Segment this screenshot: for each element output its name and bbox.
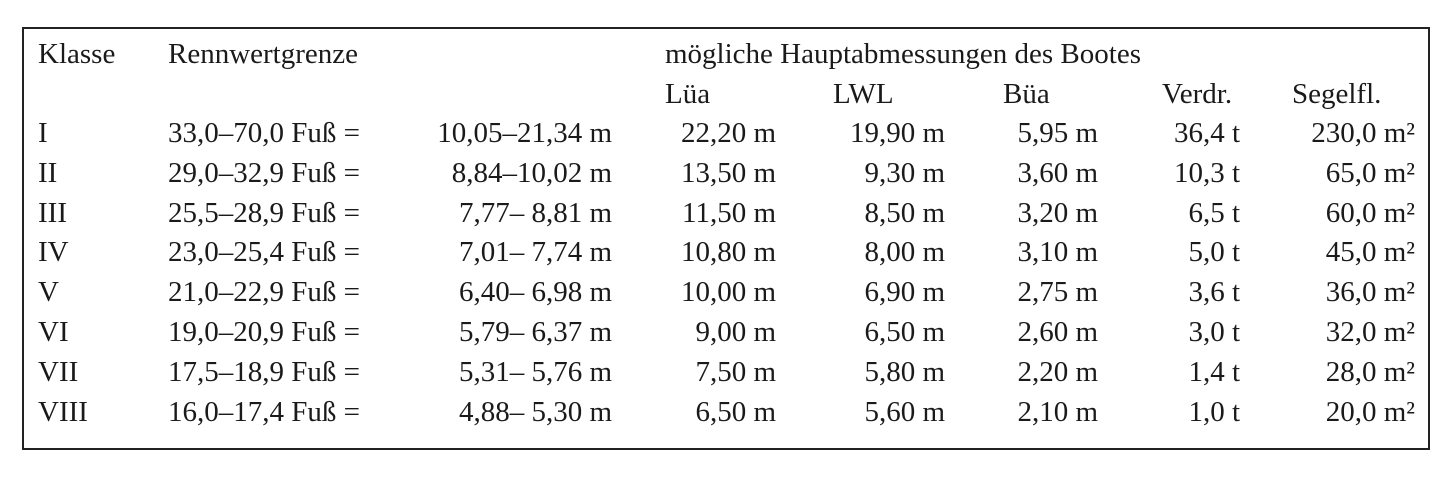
cell: 3,0 t <box>1188 316 1240 348</box>
cell: 20,0 m² <box>1325 395 1415 428</box>
cell: 65,0 m² <box>1325 156 1415 189</box>
header-cell: Rennwertgrenze <box>168 38 359 70</box>
cell: 1,4 t <box>1188 355 1240 388</box>
cell: 22,20 m <box>680 117 776 149</box>
subheader-cell: LWL <box>833 78 894 110</box>
subheader-cell: Lüa <box>665 78 711 110</box>
cell: 5,79– 6,37 m <box>458 316 612 348</box>
cell: 10,05–21,34 m <box>437 117 612 149</box>
header-cell: Klasse <box>38 38 116 70</box>
cell: 36,0 m² <box>1325 276 1415 309</box>
cell: 2,75 m <box>1017 276 1098 309</box>
cell: VII <box>38 355 79 388</box>
cell: 3,10 m <box>1017 236 1098 269</box>
cell: V <box>38 276 59 309</box>
cell: II <box>38 156 58 189</box>
cell: 29,0–32,9 Fuß = <box>168 156 360 189</box>
cell: 10,00 m <box>680 276 776 309</box>
cell: 23,0–25,4 Fuß = <box>168 236 360 269</box>
subheader-cell: Büa <box>1003 78 1050 110</box>
cell: 9,30 m <box>864 156 945 189</box>
cell: 3,6 t <box>1188 276 1240 309</box>
cell: 5,0 t <box>1188 236 1240 269</box>
cell: 60,0 m² <box>1325 196 1415 229</box>
cell: 13,50 m <box>680 156 776 189</box>
cell: 6,5 t <box>1188 196 1240 229</box>
cell: 3,60 m <box>1017 156 1098 189</box>
cell: 5,60 m <box>864 395 945 428</box>
cell: 6,50 m <box>864 316 945 348</box>
cell: 19,90 m <box>849 117 945 149</box>
cell: 6,90 m <box>864 276 945 309</box>
cell: 25,5–28,9 Fuß = <box>168 196 360 229</box>
cell: 10,3 t <box>1173 156 1240 189</box>
subheader-cell: Verdr. <box>1162 78 1233 110</box>
cell: 2,20 m <box>1017 355 1098 388</box>
cell: 5,80 m <box>864 355 945 388</box>
cell: 5,31– 5,76 m <box>458 355 612 388</box>
cell: 21,0–22,9 Fuß = <box>168 276 360 309</box>
cell: VI <box>38 316 69 348</box>
cell: I <box>38 117 48 149</box>
cell: 10,80 m <box>680 236 776 269</box>
cell: 32,0 m² <box>1325 316 1415 348</box>
table-border <box>22 27 1430 450</box>
cell: 3,20 m <box>1017 196 1098 229</box>
cell: 7,77– 8,81 m <box>458 196 612 229</box>
cell: 8,50 m <box>864 196 945 229</box>
cell: 230,0 m² <box>1311 117 1415 149</box>
cell: 16,0–17,4 Fuß = <box>168 395 360 428</box>
cell: 1,0 t <box>1188 395 1240 428</box>
cell: 19,0–20,9 Fuß = <box>168 316 360 348</box>
cell: IV <box>38 236 69 269</box>
cell: 4,88– 5,30 m <box>458 395 612 428</box>
cell: 8,00 m <box>864 236 945 269</box>
cell: 45,0 m² <box>1325 236 1415 269</box>
cell: 6,50 m <box>695 395 776 428</box>
cell: 6,40– 6,98 m <box>458 276 612 309</box>
cell: VIII <box>38 395 88 428</box>
cell: 2,10 m <box>1017 395 1098 428</box>
cell: 33,0–70,0 Fuß = <box>168 117 360 149</box>
cell: 7,01– 7,74 m <box>458 236 612 269</box>
cell: 5,95 m <box>1017 117 1098 149</box>
cell: 2,60 m <box>1017 316 1098 348</box>
cell: III <box>38 196 67 229</box>
header-cell: mögliche Hauptabmessungen des Bootes <box>665 38 1141 70</box>
cell: 7,50 m <box>695 355 776 388</box>
cell: 28,0 m² <box>1325 355 1415 388</box>
cell: 8,84–10,02 m <box>451 156 612 189</box>
cell: 9,00 m <box>695 316 776 348</box>
cell: 36,4 t <box>1173 117 1240 149</box>
subheader-cell: Segelfl. <box>1292 78 1382 110</box>
cell: 17,5–18,9 Fuß = <box>168 355 360 388</box>
cell: 11,50 m <box>682 196 776 229</box>
